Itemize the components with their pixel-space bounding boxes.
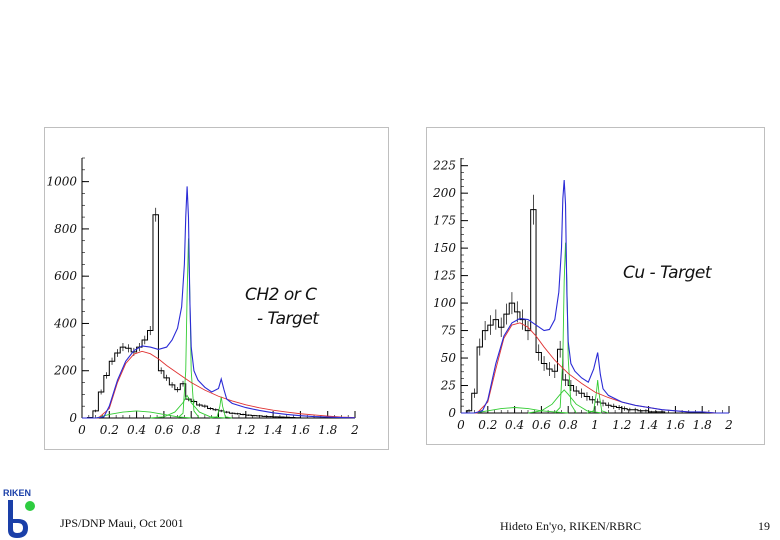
y-tick-label: 100 xyxy=(433,296,456,310)
riken-logo-text: RIKEN xyxy=(3,488,31,498)
x-tick-label: 1.6 xyxy=(666,418,685,432)
x-tick-label: 1.8 xyxy=(693,418,712,432)
y-tick-label: 200 xyxy=(53,364,77,378)
x-tick-label: 1 xyxy=(591,418,599,432)
target-annotation: CH2 or C xyxy=(245,285,317,305)
y-tick-label: 1000 xyxy=(46,175,77,189)
x-tick-label: 0.4 xyxy=(127,423,146,437)
x-tick-label: 1 xyxy=(215,423,223,437)
y-tick-label: 0 xyxy=(448,406,456,420)
x-tick-label: 0.4 xyxy=(505,418,524,432)
y-tick-label: 400 xyxy=(53,316,77,330)
x-tick-label: 1.2 xyxy=(236,423,255,437)
histogram-outline xyxy=(461,209,676,414)
chart-cu-target: 0 0.2 0.4 0.6 0.8 1 1.2 1.4 1.6 1.8 2 0 25 50 75 100 125… xyxy=(432,158,733,432)
y-tick-label: 0 xyxy=(69,411,77,425)
x-tick-label: 0.8 xyxy=(559,418,578,432)
fit-curve-total-fit xyxy=(461,179,729,414)
fit-curve-low-mass xyxy=(95,410,192,419)
y-tick-label: 175 xyxy=(433,214,456,228)
histogram-outline xyxy=(82,214,301,419)
x-tick-label: 1.6 xyxy=(291,423,310,437)
fit-curve-low-mass xyxy=(474,407,569,414)
x-tick-label: 0.6 xyxy=(154,423,173,437)
x-tick-label: 0 xyxy=(78,423,86,437)
y-tick-label: 800 xyxy=(54,222,77,236)
y-tick-label: 225 xyxy=(432,159,456,173)
fit-curve-omega xyxy=(177,238,200,419)
fit-curve-background xyxy=(82,350,356,419)
y-tick-label: 125 xyxy=(433,269,456,283)
page-number: 19 xyxy=(758,519,770,533)
y-tick-label: 600 xyxy=(54,269,77,283)
riken-logo-icon: RIKEN xyxy=(3,488,35,538)
x-tick-label: 2 xyxy=(350,423,359,437)
target-annotation: - Target xyxy=(257,309,320,329)
chart-panel-cu: 0 0.2 0.4 0.6 0.8 1 1.2 1.4 1.6 1.8 2 0 25 50 75 100 125… xyxy=(426,127,765,445)
x-tick-label: 2 xyxy=(724,418,733,432)
x-tick-label: 1.4 xyxy=(264,423,283,437)
y-tick-label: 50 xyxy=(441,351,457,365)
fit-curve-omega xyxy=(554,242,577,414)
fit-curve-phi xyxy=(586,379,609,414)
fit-curve-total-fit xyxy=(82,186,356,419)
x-tick-label: 1.8 xyxy=(318,423,337,437)
x-tick-label: 0.2 xyxy=(478,418,497,432)
x-tick-label: 1.2 xyxy=(612,418,631,432)
target-annotation: Cu - Target xyxy=(623,263,713,283)
footer-event: JPS/DNP Maui, Oct 2001 xyxy=(60,516,184,530)
y-tick-label: 25 xyxy=(440,379,456,393)
chart-ch2-target: 0 0.2 0.4 0.6 0.8 1 1.2 1.4 1.6 1.8 2 0 200 400 600 800… xyxy=(46,157,359,437)
x-tick-label: 0.8 xyxy=(182,423,201,437)
fit-curve-rho xyxy=(150,394,226,419)
x-tick-label: 0.2 xyxy=(100,423,119,437)
footer-author: Hideto En'yo, RIKEN/RBRC xyxy=(500,519,642,533)
y-tick-label: 200 xyxy=(432,186,456,200)
y-tick-label: 75 xyxy=(441,324,456,338)
chart-panel-ch2: 0 0.2 0.4 0.6 0.8 1 1.2 1.4 1.6 1.8 2 0 200 400 600 800… xyxy=(44,127,389,450)
x-tick-label: 1.4 xyxy=(639,418,658,432)
x-tick-label: 0 xyxy=(457,418,465,432)
x-tick-label: 0.6 xyxy=(532,418,551,432)
y-tick-label: 150 xyxy=(433,241,456,255)
fit-curve-rho xyxy=(527,389,602,414)
